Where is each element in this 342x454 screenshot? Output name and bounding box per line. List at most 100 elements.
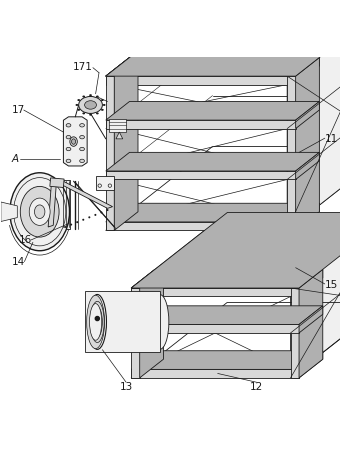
Ellipse shape xyxy=(89,94,92,96)
Text: 14: 14 xyxy=(12,257,25,266)
Ellipse shape xyxy=(66,135,71,139)
Polygon shape xyxy=(299,269,323,296)
Text: 13: 13 xyxy=(119,382,133,392)
Polygon shape xyxy=(299,306,323,333)
Polygon shape xyxy=(131,288,299,296)
Polygon shape xyxy=(140,296,291,370)
Polygon shape xyxy=(131,325,299,333)
Ellipse shape xyxy=(29,198,50,225)
Polygon shape xyxy=(287,76,295,230)
Polygon shape xyxy=(291,269,323,288)
Ellipse shape xyxy=(70,223,72,226)
Ellipse shape xyxy=(82,95,85,98)
Ellipse shape xyxy=(79,97,102,114)
Polygon shape xyxy=(106,222,295,230)
Text: 16: 16 xyxy=(18,235,32,245)
Polygon shape xyxy=(106,203,319,222)
Polygon shape xyxy=(106,171,295,179)
Ellipse shape xyxy=(94,214,96,216)
Bar xyxy=(96,176,114,190)
Ellipse shape xyxy=(10,173,69,251)
Ellipse shape xyxy=(76,221,78,223)
Ellipse shape xyxy=(20,187,59,237)
Ellipse shape xyxy=(64,226,66,228)
Ellipse shape xyxy=(77,99,80,101)
Ellipse shape xyxy=(90,304,102,340)
Polygon shape xyxy=(291,212,342,378)
Polygon shape xyxy=(287,0,342,76)
Polygon shape xyxy=(114,58,138,230)
Ellipse shape xyxy=(103,104,106,106)
Polygon shape xyxy=(48,179,57,227)
Bar xyxy=(50,178,64,188)
Ellipse shape xyxy=(150,295,169,350)
Polygon shape xyxy=(131,306,323,325)
Polygon shape xyxy=(131,269,163,288)
Polygon shape xyxy=(131,351,323,370)
Polygon shape xyxy=(106,76,114,230)
Ellipse shape xyxy=(80,148,84,151)
Ellipse shape xyxy=(77,109,80,111)
Polygon shape xyxy=(140,269,163,378)
Ellipse shape xyxy=(88,295,106,350)
Text: 171: 171 xyxy=(73,62,93,72)
Polygon shape xyxy=(131,212,342,288)
Ellipse shape xyxy=(66,148,71,151)
Polygon shape xyxy=(295,58,319,84)
Polygon shape xyxy=(131,269,323,288)
Ellipse shape xyxy=(35,205,45,218)
Polygon shape xyxy=(287,58,319,76)
Ellipse shape xyxy=(101,212,103,213)
Ellipse shape xyxy=(87,295,105,349)
Ellipse shape xyxy=(70,137,77,146)
Polygon shape xyxy=(62,179,70,229)
Text: 15: 15 xyxy=(325,280,338,290)
Ellipse shape xyxy=(76,104,78,106)
Ellipse shape xyxy=(89,114,92,116)
Ellipse shape xyxy=(82,113,85,114)
Ellipse shape xyxy=(80,159,84,163)
Polygon shape xyxy=(106,76,295,84)
Polygon shape xyxy=(131,288,140,378)
Ellipse shape xyxy=(80,135,84,139)
Ellipse shape xyxy=(80,123,84,127)
Polygon shape xyxy=(295,101,319,128)
Polygon shape xyxy=(299,269,323,378)
Polygon shape xyxy=(295,203,319,230)
Ellipse shape xyxy=(101,99,104,101)
Polygon shape xyxy=(295,58,319,230)
Polygon shape xyxy=(55,179,113,208)
Ellipse shape xyxy=(71,139,76,144)
Polygon shape xyxy=(1,202,17,222)
Polygon shape xyxy=(106,58,138,76)
Ellipse shape xyxy=(96,113,99,114)
Ellipse shape xyxy=(66,123,71,127)
Polygon shape xyxy=(106,58,319,76)
Ellipse shape xyxy=(101,109,104,111)
Text: 12: 12 xyxy=(250,382,263,392)
Polygon shape xyxy=(299,351,323,378)
Polygon shape xyxy=(106,153,319,171)
Text: 17: 17 xyxy=(12,105,25,115)
Ellipse shape xyxy=(106,209,108,211)
Polygon shape xyxy=(63,117,87,166)
Ellipse shape xyxy=(84,101,96,109)
Polygon shape xyxy=(291,288,299,378)
Polygon shape xyxy=(295,153,319,179)
Ellipse shape xyxy=(96,95,99,98)
Polygon shape xyxy=(106,0,342,76)
Ellipse shape xyxy=(82,219,84,221)
Polygon shape xyxy=(114,84,287,222)
Text: 11: 11 xyxy=(325,134,338,144)
Polygon shape xyxy=(106,0,221,76)
Polygon shape xyxy=(116,132,123,139)
Polygon shape xyxy=(108,118,126,132)
Text: A: A xyxy=(11,154,18,164)
Ellipse shape xyxy=(66,159,71,163)
Ellipse shape xyxy=(88,216,90,218)
Polygon shape xyxy=(287,0,342,230)
Polygon shape xyxy=(85,291,160,352)
Polygon shape xyxy=(131,370,299,378)
Polygon shape xyxy=(106,120,295,128)
Ellipse shape xyxy=(95,316,99,321)
